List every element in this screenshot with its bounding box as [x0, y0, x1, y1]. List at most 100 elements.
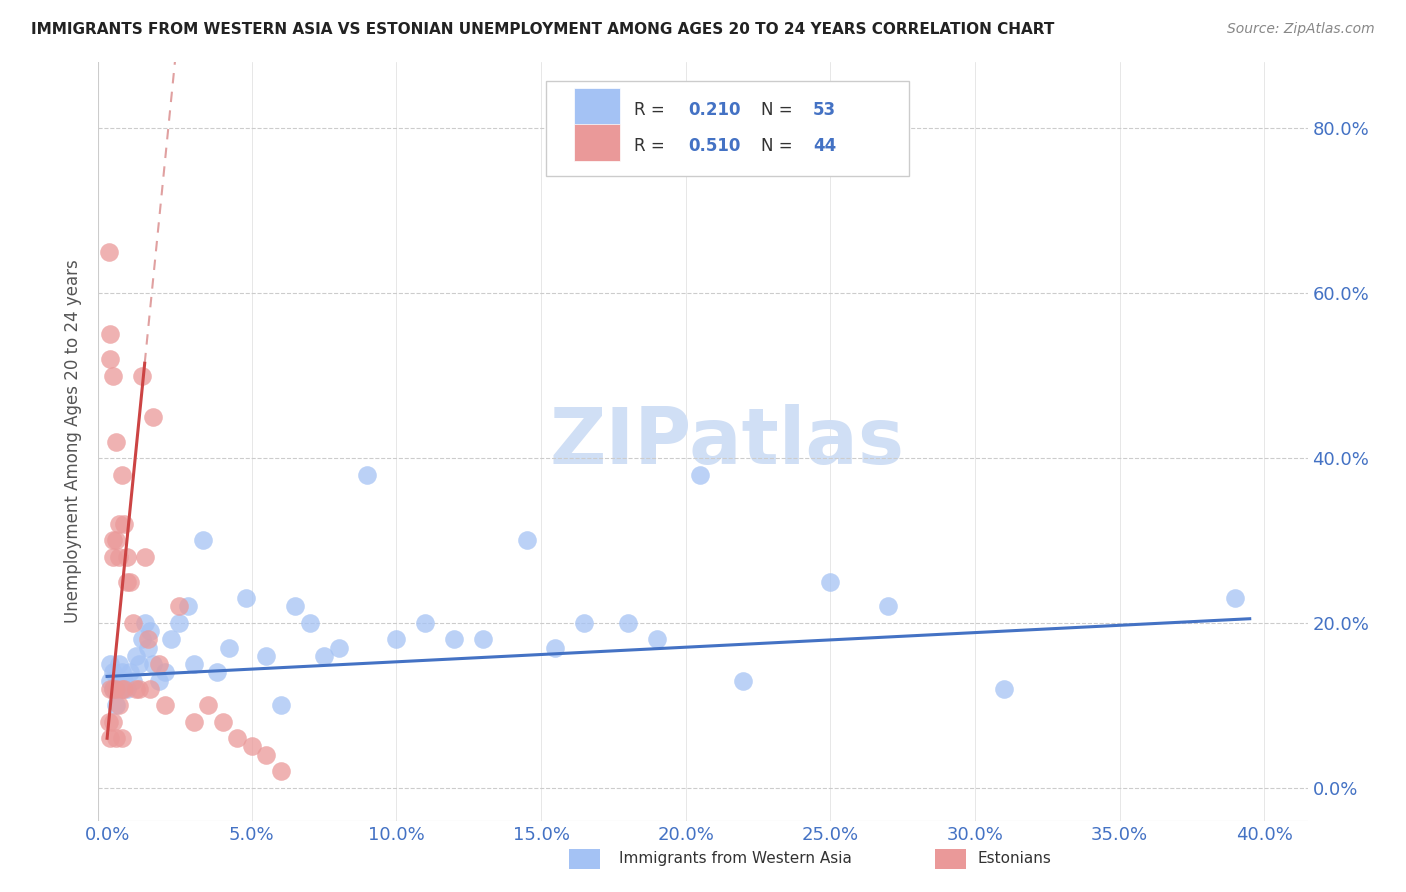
Point	[104, 681, 127, 696]
Point	[413, 615, 436, 630]
Point	[110, 467, 132, 482]
Point	[183, 714, 205, 729]
Point	[101, 368, 124, 383]
Point	[136, 640, 159, 655]
Text: R =: R =	[634, 101, 671, 120]
Point	[733, 673, 755, 688]
Point	[101, 549, 124, 564]
Point	[114, 516, 136, 531]
Text: 44: 44	[813, 136, 837, 155]
Point	[993, 681, 1015, 696]
Point	[617, 615, 640, 630]
Point	[128, 657, 150, 671]
Text: N =: N =	[761, 101, 799, 120]
Point	[142, 409, 165, 424]
Point	[104, 731, 127, 746]
Point	[110, 731, 132, 746]
Text: Estonians: Estonians	[977, 851, 1052, 865]
Point	[356, 467, 378, 482]
Point	[120, 665, 142, 680]
Point	[240, 739, 263, 754]
Point	[177, 599, 200, 614]
Point	[131, 368, 153, 383]
Point	[298, 615, 321, 630]
Point	[574, 615, 596, 630]
Point	[312, 648, 335, 663]
Point	[98, 681, 121, 696]
Point	[114, 681, 136, 696]
Text: 0.210: 0.210	[689, 101, 741, 120]
Point	[148, 657, 170, 671]
Point	[385, 632, 408, 647]
Point	[139, 681, 162, 696]
Point	[125, 648, 148, 663]
Point	[148, 673, 170, 688]
Text: 0.510: 0.510	[689, 136, 741, 155]
Point	[1225, 591, 1247, 606]
Point	[101, 681, 124, 696]
Text: R =: R =	[634, 136, 671, 155]
Point	[472, 632, 495, 647]
Point	[120, 574, 142, 589]
Text: IMMIGRANTS FROM WESTERN ASIA VS ESTONIAN UNEMPLOYMENT AMONG AGES 20 TO 24 YEARS : IMMIGRANTS FROM WESTERN ASIA VS ESTONIAN…	[31, 22, 1054, 37]
Point	[254, 648, 277, 663]
Text: 53: 53	[813, 101, 837, 120]
Point	[110, 681, 132, 696]
Text: ZIPatlas: ZIPatlas	[550, 403, 904, 480]
Point	[205, 665, 228, 680]
Point	[104, 533, 127, 548]
Point	[139, 624, 162, 639]
Point	[131, 632, 153, 647]
Point	[107, 698, 129, 713]
Point	[104, 698, 127, 713]
Point	[284, 599, 307, 614]
Text: Immigrants from Western Asia: Immigrants from Western Asia	[619, 851, 852, 865]
Y-axis label: Unemployment Among Ages 20 to 24 years: Unemployment Among Ages 20 to 24 years	[65, 260, 83, 624]
Point	[226, 731, 249, 746]
Point	[104, 681, 127, 696]
Point	[101, 681, 124, 696]
Point	[110, 665, 132, 680]
Point	[98, 352, 121, 367]
Point	[117, 549, 139, 564]
Point	[114, 673, 136, 688]
Point	[270, 764, 292, 779]
Point	[128, 681, 150, 696]
Point	[107, 657, 129, 671]
Point	[443, 632, 465, 647]
Point	[107, 516, 129, 531]
Point	[153, 665, 176, 680]
Point	[117, 681, 139, 696]
Point	[107, 549, 129, 564]
Point	[820, 574, 842, 589]
Point	[544, 640, 567, 655]
Point	[101, 665, 124, 680]
Point	[98, 657, 121, 671]
Point	[159, 632, 181, 647]
Point	[877, 599, 900, 614]
Point	[97, 714, 120, 729]
Point	[169, 599, 191, 614]
Point	[107, 673, 129, 688]
Point	[328, 640, 350, 655]
Point	[98, 731, 121, 746]
Point	[101, 533, 124, 548]
Point	[110, 681, 132, 696]
Point	[211, 714, 233, 729]
Point	[153, 698, 176, 713]
FancyBboxPatch shape	[574, 124, 620, 161]
FancyBboxPatch shape	[574, 88, 620, 126]
Point	[142, 657, 165, 671]
Point	[134, 549, 156, 564]
Text: Source: ZipAtlas.com: Source: ZipAtlas.com	[1227, 22, 1375, 37]
Point	[136, 632, 159, 647]
Point	[191, 533, 214, 548]
Point	[104, 434, 127, 449]
Point	[689, 467, 711, 482]
Point	[183, 657, 205, 671]
Point	[134, 615, 156, 630]
Point	[270, 698, 292, 713]
Point	[98, 327, 121, 342]
Point	[117, 574, 139, 589]
Point	[169, 615, 191, 630]
